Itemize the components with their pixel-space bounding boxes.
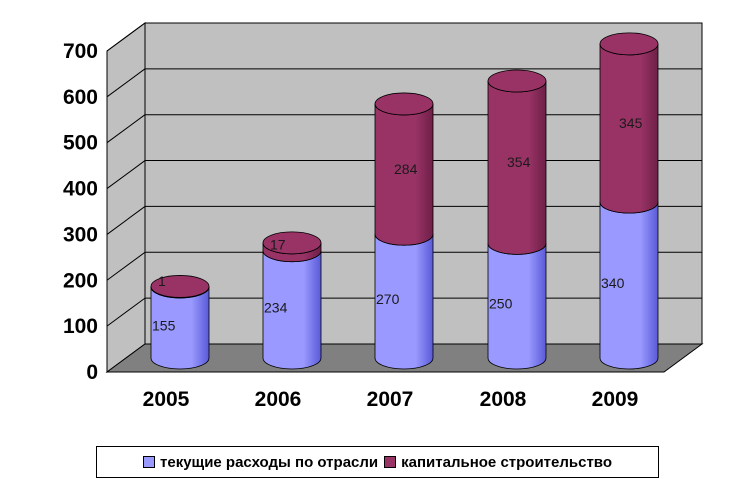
gridline-side <box>106 22 146 52</box>
gridline-side <box>106 68 146 98</box>
x-tick-label: 2009 <box>592 388 639 411</box>
y-tick-label: 0 <box>86 361 98 384</box>
x-tick-label: 2005 <box>143 388 190 411</box>
gridline-side <box>106 160 146 189</box>
data-label-current-expenses: 340 <box>601 275 625 291</box>
data-label-current-expenses: 234 <box>264 299 288 315</box>
y-tick-label: 600 <box>63 86 98 109</box>
chart-legend: текущие расходы по отрасли капитальное с… <box>96 446 659 478</box>
data-label-current-expenses: 250 <box>489 296 513 312</box>
legend-item-capital-construction: капитальное строительство <box>384 454 612 471</box>
gridline-side <box>106 114 146 144</box>
cylinder-top <box>487 69 547 93</box>
cylinder-top <box>599 32 659 56</box>
legend-swatch-capital-construction <box>384 456 397 468</box>
y-tick-label: 700 <box>63 40 98 63</box>
gridline-side <box>106 206 146 235</box>
y-tick-label: 200 <box>63 269 98 292</box>
y-tick-label: 100 <box>63 315 98 338</box>
y-tick-label: 400 <box>63 178 98 201</box>
y-axis-ticks: 0 100 200 300 400 500 600 700 <box>63 40 98 384</box>
x-tick-label: 2006 <box>255 388 302 411</box>
y-tick-label: 500 <box>63 132 98 155</box>
chart-bars: 155 1 234 17 270 284 250 354 340 345 <box>150 32 659 370</box>
cylinder-top <box>262 231 322 255</box>
gridline-side <box>106 251 146 281</box>
side-wall <box>106 21 146 373</box>
gridline-side <box>106 297 146 327</box>
data-label-capital-construction: 345 <box>619 115 643 131</box>
data-label-current-expenses: 155 <box>152 317 176 333</box>
cylinder-top <box>150 275 210 298</box>
cylinder-top <box>374 92 434 116</box>
legend-label-current-expenses: текущие расходы по отрасли <box>160 453 379 471</box>
data-label-capital-construction: 1 <box>158 273 166 289</box>
legend-label-capital-construction: капитальное строительство <box>401 453 612 471</box>
data-label-capital-construction: 354 <box>507 154 531 170</box>
y-tick-label: 300 <box>63 223 98 246</box>
legend-item-current-expenses: текущие расходы по отрасли <box>143 454 378 471</box>
x-tick-label: 2007 <box>367 388 414 411</box>
data-label-capital-construction: 284 <box>394 161 418 177</box>
legend-swatch-current-expenses <box>143 456 155 468</box>
x-tick-label: 2008 <box>480 388 527 411</box>
x-axis-ticks: 2005 2006 2007 2008 2009 <box>143 388 639 411</box>
data-label-capital-construction: 17 <box>270 237 286 253</box>
data-label-current-expenses: 270 <box>376 291 400 307</box>
